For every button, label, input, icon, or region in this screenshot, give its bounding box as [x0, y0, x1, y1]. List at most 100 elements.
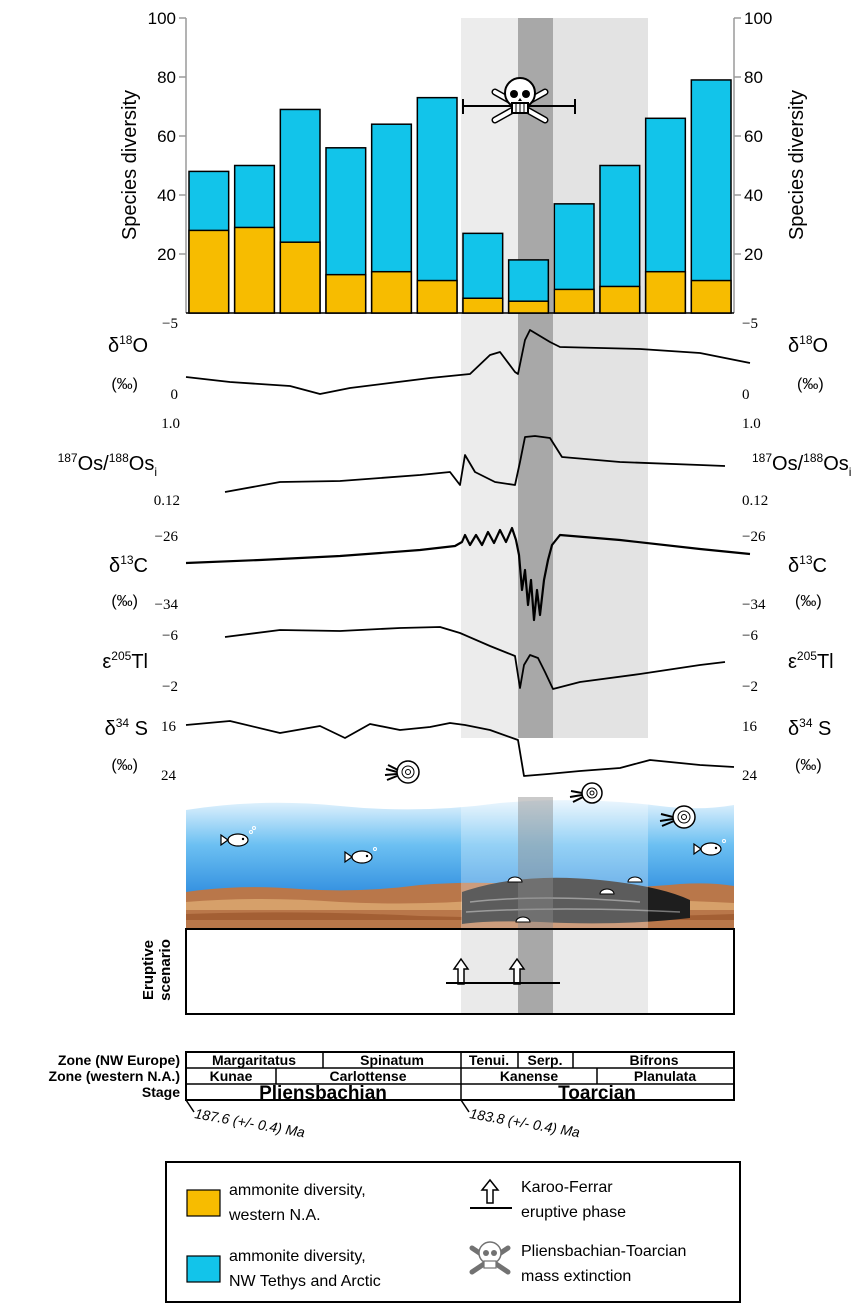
y-ticks-left: 20 40 60 80 100 [148, 9, 186, 264]
d34s-label-right: δ34 S [788, 716, 831, 740]
stage-toarcian: Toarcian [558, 1083, 636, 1104]
zone-kunae: Kunae [210, 1068, 253, 1084]
bar-western-na-1 [233, 226, 276, 314]
ytick-label-left: 60 [157, 127, 176, 146]
shell-icon [627, 876, 643, 883]
bar-western-na-0 [188, 229, 230, 314]
legend-blue-text: ammonite diversity, NW Tethys and Arctic [229, 1248, 381, 1290]
eruptive-label: Eruptivescenario [140, 939, 174, 1001]
zone-serp: Serp. [527, 1052, 562, 1068]
bar-western-na-7 [507, 300, 550, 314]
os-tick-bottom-left: 0.12 [154, 493, 180, 509]
d13c-tick-top-left: −26 [155, 529, 179, 545]
dark-band [518, 18, 553, 738]
zone-bifrons: Bifrons [630, 1052, 679, 1068]
curve-2 [185, 526, 751, 622]
ytick-label-left: 80 [157, 68, 176, 87]
dates: 187.6 (+/- 0.4) Ma 183.8 (+/- 0.4) Ma [185, 1099, 581, 1140]
stage-pliensbachian: Pliensbachian [259, 1083, 387, 1104]
zone-planulata: Planulata [634, 1068, 696, 1084]
bar-western-na-4 [370, 270, 413, 314]
d13c-tick-bottom-right: −34 [742, 597, 766, 613]
black-shale [462, 877, 690, 924]
d34s-tick-top-right: 16 [742, 719, 758, 735]
bar-western-na-9 [599, 285, 641, 314]
zone-tenui: Tenui. [469, 1052, 509, 1068]
d13c-tick-top-right: −26 [742, 529, 766, 545]
tl-tick-top-left: −6 [162, 628, 178, 644]
bar-western-na-8 [553, 288, 595, 314]
d18o-label-left: δ18O [108, 333, 148, 357]
bar-tethys-11 [690, 79, 732, 314]
fish-icon [693, 839, 726, 856]
os-tick-top-left: 1.0 [161, 416, 180, 432]
y-axis-label-right: Species diversity [786, 90, 808, 240]
curve-1 [224, 435, 726, 493]
d18o-tick-bottom-right: 0 [742, 387, 750, 403]
geochem-curves [185, 329, 751, 777]
date-left: 187.6 (+/- 0.4) Ma [193, 1105, 306, 1140]
ammonite-icon [384, 760, 420, 784]
fish-icon [344, 847, 377, 864]
y-axis-label-left: Species diversity [119, 90, 141, 240]
zones-table: Zone (NW Europe) Zone (western N.A.) Sta… [49, 1051, 735, 1104]
shell-icon [515, 916, 531, 923]
d13c-unit-left: (‰) [111, 593, 138, 610]
d34s-label-left: δ34 S [105, 716, 148, 740]
ytick-label-left: 20 [157, 245, 176, 264]
tl-tick-top-right: −6 [742, 628, 758, 644]
d18o-unit-left: (‰) [111, 376, 138, 393]
legend-orange-swatch [186, 1189, 221, 1217]
zone-western-na-label: Zone (western N.A.) [49, 1068, 180, 1084]
bar-western-na-10 [644, 270, 687, 314]
ytick-label-left: 40 [157, 186, 176, 205]
panel-labels: δ18O (‰) δ18O (‰) −5 0 −5 0 187Os/188Osi… [58, 316, 852, 784]
shell-icon [599, 888, 615, 895]
d13c-unit-right: (‰) [795, 593, 822, 610]
d34s-tick-top-left: 16 [161, 719, 177, 735]
d34s-unit-left: (‰) [111, 757, 138, 774]
light-band-left [461, 18, 518, 738]
d18o-tick-top-right: −5 [742, 316, 758, 332]
bar-western-na-2 [279, 241, 321, 314]
zone-kanense: Kanense [500, 1068, 559, 1084]
ytick-label-right: 40 [744, 186, 763, 205]
os-tick-bottom-right: 0.12 [742, 493, 768, 509]
bar-western-na-3 [325, 273, 367, 314]
ytick-label-right: 100 [744, 9, 772, 28]
tl-label-right: ε205Tl [788, 649, 834, 673]
os-tick-top-right: 1.0 [742, 416, 761, 432]
tl-label-left: ε205Tl [102, 649, 148, 673]
eruptive-scenario: Eruptivescenario [140, 928, 735, 1015]
legend: ammonite diversity, western N.A. ammonite… [165, 1161, 741, 1303]
os-label-right: 187Os/188Osi [752, 451, 851, 479]
d13c-tick-bottom-left: −34 [155, 597, 179, 613]
bar-western-na-5 [416, 279, 458, 314]
legend-orange-text: ammonite diversity, western N.A. [228, 1182, 366, 1224]
d18o-tick-bottom-left: 0 [171, 387, 179, 403]
d34s-unit-right: (‰) [795, 757, 822, 774]
d13c-label-right: δ13C [788, 553, 827, 577]
d18o-unit-right: (‰) [797, 376, 824, 393]
bar-chart: 20 40 60 80 100 20 40 60 80 100 Species diversit… [119, 9, 808, 314]
fish-icon [220, 826, 256, 847]
curve-0 [185, 329, 751, 395]
os-label-left: 187Os/188Osi [58, 451, 157, 479]
d13c-label-left: δ13C [109, 553, 148, 577]
ocean-scene [186, 760, 734, 928]
zone-nw-europe-label: Zone (NW Europe) [58, 1052, 180, 1068]
ytick-label-left: 100 [148, 9, 176, 28]
stage-label: Stage [142, 1084, 180, 1100]
d18o-label-right: δ18O [788, 333, 828, 357]
legend-karoo-text: Karoo-Ferrar eruptive phase [521, 1179, 626, 1221]
bar-western-na-11 [690, 279, 732, 314]
skull-icon [462, 77, 576, 124]
curve-3 [224, 626, 726, 690]
ammonite-icon [569, 782, 603, 804]
shell-icon [507, 876, 523, 883]
legend-arrow-icon [470, 1178, 512, 1209]
d34s-tick-bottom-left: 24 [161, 768, 177, 784]
bar-western-na-6 [462, 297, 504, 314]
d18o-tick-top-left: −5 [162, 316, 178, 332]
